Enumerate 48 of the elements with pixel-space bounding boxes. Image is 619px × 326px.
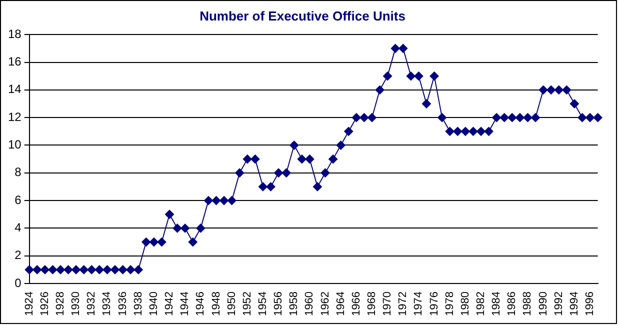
x-tick-label: 1970 (382, 292, 394, 316)
x-tick-label: 1982 (475, 292, 488, 316)
x-tick-label: 1980 (459, 292, 472, 316)
x-tick-label: 1960 (304, 292, 316, 316)
x-tick-label: 1926 (38, 292, 51, 316)
x-tick-label: 1938 (132, 292, 144, 316)
x-tick-label: 1930 (70, 292, 82, 316)
x-tick-label: 1954 (256, 292, 269, 316)
x-tick-label: 1950 (226, 292, 238, 316)
x-tick-label: 1946 (194, 292, 207, 316)
x-tick-label: 1996 (584, 292, 596, 316)
x-tick-label: 1974 (412, 292, 425, 316)
y-tick-label: 2 (14, 248, 22, 262)
x-tick-label: 1988 (522, 292, 534, 316)
x-tick-label: 1978 (444, 292, 456, 316)
x-tick-label: 1966 (350, 292, 362, 316)
y-tick-label: 6 (14, 192, 22, 207)
x-tick-label: 1986 (506, 292, 518, 316)
x-tick-label: 1940 (148, 292, 160, 316)
x-tick-label: 1948 (210, 292, 222, 316)
x-tick-label: 1932 (86, 292, 98, 316)
y-tick-label: 4 (14, 220, 22, 235)
y-tick-label: 18 (8, 26, 22, 41)
x-tick-label: 1972 (397, 292, 410, 316)
x-tick-label: 1976 (428, 292, 440, 316)
x-tick-label: 1924 (23, 292, 36, 316)
chart-title: Number of Executive Office Units (200, 8, 406, 24)
x-tick-label: 1992 (552, 292, 565, 316)
x-tick-label: 1994 (568, 292, 580, 316)
x-tick-label: 1964 (334, 292, 347, 316)
y-tick-label: 10 (8, 138, 22, 152)
x-tick-label: 1942 (164, 292, 176, 316)
x-tick-label: 1952 (241, 292, 254, 316)
x-tick-label: 1968 (366, 292, 378, 316)
x-tick-label: 1934 (101, 292, 114, 316)
y-tick-label: 16 (8, 54, 22, 69)
x-tick-label: 1962 (319, 292, 332, 316)
y-tick-label: 8 (14, 165, 22, 180)
y-tick-label: 14 (8, 82, 22, 96)
x-tick-label: 1984 (490, 292, 503, 316)
x-tick-label: 1936 (116, 292, 129, 316)
x-tick-label: 1944 (179, 292, 192, 316)
x-tick-label: 1956 (272, 292, 285, 316)
y-tick-label: 0 (14, 276, 22, 290)
x-tick-label: 1928 (54, 292, 67, 316)
x-tick-label: 1990 (537, 292, 550, 316)
x-tick-label: 1958 (288, 292, 300, 316)
y-tick-label: 12 (8, 110, 22, 124)
